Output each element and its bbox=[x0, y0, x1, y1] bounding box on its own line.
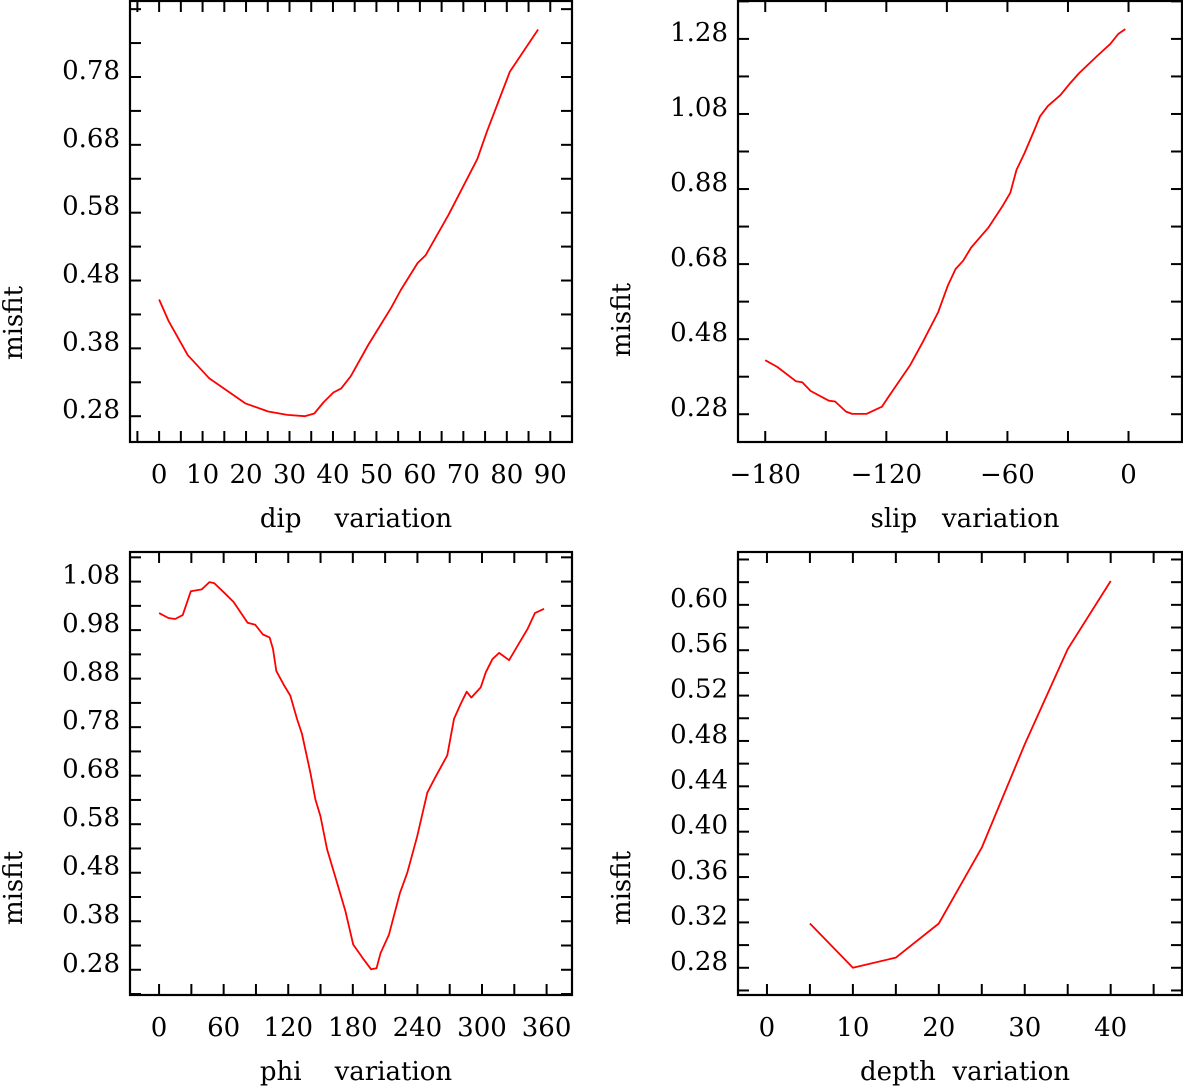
x-tick-label: 70 bbox=[447, 460, 480, 490]
x-tick-label: 80 bbox=[490, 460, 523, 490]
y-axis-label: misfit bbox=[607, 850, 637, 925]
y-axis-label: misfit bbox=[607, 282, 637, 357]
misfit-curve-slip bbox=[764, 28, 1126, 415]
y-tick-label: 0.68 bbox=[62, 124, 120, 154]
y-tick-label: 0.88 bbox=[670, 168, 728, 198]
y-tick-label: 0.40 bbox=[670, 811, 728, 841]
x-axis-label: slip variation bbox=[870, 504, 1059, 534]
x-tick-label: 40 bbox=[1094, 1013, 1127, 1043]
y-tick-label: 0.78 bbox=[62, 706, 120, 736]
y-tick-label: 1.08 bbox=[670, 93, 728, 123]
x-tick-label: 360 bbox=[522, 1013, 572, 1043]
slip-panel: −180 −120 −60 0 0.28 0.48 0.68 0.88 1.08 1.28 slip… bbox=[607, 0, 1183, 534]
y-tick-label: 0.48 bbox=[62, 260, 120, 290]
x-axis-label: dip variation bbox=[260, 504, 453, 534]
x-tick-label: 0 bbox=[1120, 460, 1137, 490]
x-tick-label: 90 bbox=[534, 460, 567, 490]
x-tick-label: 180 bbox=[328, 1013, 378, 1043]
y-tick-label: 0.28 bbox=[670, 393, 728, 423]
x-tick-label: 0 bbox=[759, 1013, 776, 1043]
y-tick-label: 1.08 bbox=[62, 561, 120, 591]
y-tick-label: 0.60 bbox=[670, 584, 728, 614]
y-tick-label: 0.32 bbox=[670, 901, 728, 931]
y-tick-label: 0.58 bbox=[62, 803, 120, 833]
x-tick-label: 40 bbox=[316, 460, 349, 490]
x-tick-label: 0 bbox=[151, 1013, 168, 1043]
plot-frame bbox=[736, 0, 1183, 444]
y-tick-label: 0.78 bbox=[62, 56, 120, 86]
x-axis-label: phi variation bbox=[260, 1057, 453, 1086]
x-tick-label: 60 bbox=[207, 1013, 240, 1043]
x-tick-label: 60 bbox=[403, 460, 436, 490]
y-tick-label: 0.28 bbox=[62, 395, 120, 425]
y-tick-label: 0.88 bbox=[62, 658, 120, 688]
y-tick-label: 0.48 bbox=[62, 852, 120, 882]
y-tick-label: 0.58 bbox=[62, 192, 120, 222]
y-tick-label: 0.48 bbox=[670, 720, 728, 750]
x-tick-label: 20 bbox=[229, 460, 262, 490]
plot-frame bbox=[128, 550, 574, 997]
y-tick-label: 0.68 bbox=[670, 243, 728, 273]
y-axis-label: misfit bbox=[0, 285, 29, 360]
y-tick-label: 0.56 bbox=[670, 629, 728, 659]
plot-frame bbox=[736, 550, 1183, 997]
x-tick-label: 10 bbox=[836, 1013, 869, 1043]
y-axis-label: misfit bbox=[0, 850, 29, 925]
depth-panel: 0 10 20 30 40 0.28 0.32 0.36 0.40 0.44 0.48 0.52 0.5… bbox=[607, 550, 1183, 1086]
x-tick-label: 0 bbox=[151, 460, 168, 490]
x-tick-label: −180 bbox=[730, 460, 801, 490]
misfit-curve-depth bbox=[809, 580, 1112, 969]
y-tick-label: 0.68 bbox=[62, 755, 120, 785]
x-tick-label: 30 bbox=[273, 460, 306, 490]
x-tick-label: −60 bbox=[980, 460, 1035, 490]
y-tick-label: 0.48 bbox=[670, 318, 728, 348]
x-tick-label: 50 bbox=[360, 460, 393, 490]
y-tick-label: 1.28 bbox=[670, 18, 728, 48]
y-tick-label: 0.28 bbox=[670, 947, 728, 977]
plot-frame bbox=[128, 0, 574, 444]
y-tick-label: 0.98 bbox=[62, 609, 120, 639]
y-tick-label: 0.44 bbox=[670, 765, 728, 795]
x-tick-label: 20 bbox=[922, 1013, 955, 1043]
x-tick-label: 30 bbox=[1008, 1013, 1041, 1043]
y-tick-label: 0.28 bbox=[62, 949, 120, 979]
y-tick-label: 0.52 bbox=[670, 675, 728, 705]
phi-panel: 0 60 120 180 240 300 360 0.28 0.38 0.48 0.58 0.68 0.… bbox=[0, 550, 574, 1086]
x-tick-label: 300 bbox=[457, 1013, 507, 1043]
x-tick-label: −120 bbox=[851, 460, 922, 490]
y-tick-label: 0.38 bbox=[62, 327, 120, 357]
x-tick-label: 120 bbox=[263, 1013, 313, 1043]
y-tick-label: 0.38 bbox=[62, 900, 120, 930]
misfit-curve-phi bbox=[158, 581, 545, 971]
misfit-curve-dip bbox=[158, 28, 539, 418]
y-tick-label: 0.36 bbox=[670, 856, 728, 886]
x-tick-label: 240 bbox=[393, 1013, 443, 1043]
dip-panel: 0 10 20 30 40 50 60 70 80 90 0.28 0.38 0.48 0.58 0.68 0… bbox=[0, 0, 574, 534]
x-tick-label: 10 bbox=[186, 460, 219, 490]
x-axis-label: depth variation bbox=[860, 1057, 1070, 1086]
